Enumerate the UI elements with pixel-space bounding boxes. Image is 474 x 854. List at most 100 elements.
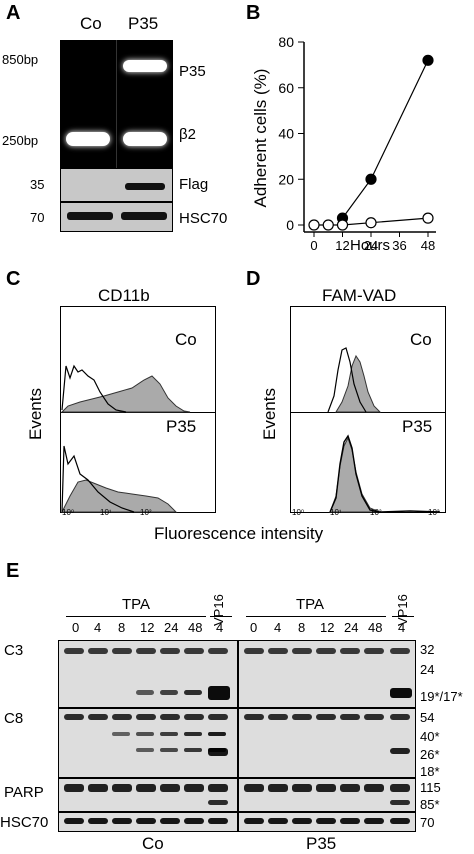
- band-c3-procaspase: [316, 648, 336, 654]
- y-tick-label: 60: [278, 80, 294, 96]
- marker-19-17: 19*/17*: [420, 689, 463, 704]
- panel-d-title: FAM-VAD: [322, 286, 397, 305]
- time-label-p35: 4: [274, 620, 282, 635]
- marker-70: 70: [30, 210, 45, 225]
- chart-xlabel: Hours: [350, 237, 390, 254]
- band-parp-full: [390, 784, 410, 792]
- band-hsc70: [112, 818, 132, 824]
- row-label-c3: C3: [4, 642, 24, 659]
- band-c8-procaspase: [268, 714, 288, 720]
- marker-40: 40*: [420, 729, 440, 744]
- famvad-co-filled-histogram: [335, 354, 382, 413]
- time-label-p35: 8: [298, 620, 306, 635]
- band-c3-procaspase: [292, 648, 312, 654]
- hsc70-blot-a: [60, 202, 173, 232]
- band-c8-procaspase: [292, 714, 312, 720]
- band-c8-procaspase: [340, 714, 360, 720]
- cd11b-p35-control-histogram: [61, 445, 135, 513]
- lane-label-co: Co: [80, 14, 102, 33]
- cd11b-histograms: [60, 306, 216, 513]
- band-flag: [125, 183, 165, 190]
- band-hsc70-co: [67, 212, 113, 220]
- band-parp-full: [316, 784, 336, 792]
- group-label-co: Co: [142, 834, 164, 853]
- cd11b-p35-filled-histogram: [61, 479, 178, 513]
- band-parp-cleaved-vp16-co: [208, 800, 228, 805]
- label-b2: β2: [179, 126, 196, 143]
- band-parp-full: [184, 784, 204, 792]
- series-filled-point: [365, 173, 377, 185]
- x-tick-label: 36: [392, 238, 406, 253]
- panel-c-letter: C: [6, 268, 21, 290]
- time-label-vp16-co: 4: [216, 620, 224, 635]
- blot-parp-p35: [238, 778, 416, 812]
- panel-c-ylabel: Events: [26, 388, 45, 440]
- chart-ylabel: Adherent cells (%): [251, 69, 270, 208]
- band-c3-procaspase: [112, 648, 132, 654]
- band-c3-procaspase: [64, 648, 84, 654]
- famvad-histograms: [290, 306, 446, 513]
- series-open-point: [308, 219, 320, 231]
- marker-32: 32: [420, 642, 435, 657]
- band-hsc70: [390, 818, 410, 824]
- series-filled-line: [342, 60, 429, 219]
- band-hsc70: [64, 818, 84, 824]
- panel-e-letter: E: [6, 560, 20, 582]
- time-label-co: 48: [188, 620, 203, 635]
- label-p35: P35: [179, 63, 206, 80]
- fluorescence-xlabel: Fluorescence intensity: [154, 524, 324, 543]
- band-parp-full: [112, 784, 132, 792]
- tpa-label-co: TPA: [122, 596, 151, 613]
- band-c3-cleaved: [160, 690, 178, 695]
- marker-85: 85*: [420, 797, 440, 812]
- band-c8-cleaved: [160, 732, 178, 736]
- marker-250bp: 250bp: [2, 133, 39, 148]
- band-c8-procaspase: [160, 714, 180, 720]
- marker-18: 18*: [420, 764, 440, 779]
- band-c3-procaspase: [390, 648, 410, 654]
- c-tick-1e1: 10¹: [100, 508, 112, 517]
- lane-label-p35: P35: [128, 14, 159, 33]
- band-c3-procaspase: [208, 648, 228, 654]
- x-tick-label: 48: [421, 238, 435, 253]
- time-label-co: 8: [118, 620, 126, 635]
- panel-b-letter: B: [246, 2, 261, 24]
- time-label-co: 12: [140, 620, 155, 635]
- band-c8-procaspase: [316, 714, 336, 720]
- c-tick-1e0: 10⁰: [62, 508, 75, 517]
- band-c8-cleaved: [208, 732, 226, 736]
- band-c8-procaspase: [64, 714, 84, 720]
- band-c8-procaspase: [208, 714, 228, 720]
- band-c3-vp16-co: [208, 686, 230, 700]
- band-hsc70: [184, 818, 204, 824]
- panel-a-letter: A: [6, 2, 21, 24]
- band-parp-full: [136, 784, 156, 792]
- x-tick-label: 24: [364, 238, 378, 253]
- band-hsc70: [340, 818, 360, 824]
- panel-d-ylabel: Events: [260, 388, 279, 440]
- band-hsc70: [160, 818, 180, 824]
- band-parp-full: [340, 784, 360, 792]
- band-c3-procaspase: [160, 648, 180, 654]
- cd11b-co-control-histogram: [61, 364, 127, 413]
- row-label-c8: C8: [4, 710, 24, 727]
- blot-parp-co: [58, 778, 238, 812]
- adherent-cells-chart: Adherent cells (%) 0 20 40 60 80 0 12 24 36 48 H…: [251, 34, 436, 254]
- y-tick-label: 80: [278, 34, 294, 50]
- band-hsc70: [208, 818, 228, 824]
- band-hsc70: [244, 818, 264, 824]
- band-c8-procaspase: [390, 714, 410, 720]
- time-label-p35: 12: [320, 620, 335, 635]
- vp16-bar-co: [210, 616, 232, 617]
- band-c8-procaspase: [88, 714, 108, 720]
- cd11b-p35-label: P35: [166, 417, 197, 436]
- series-filled-point: [422, 54, 434, 66]
- marker-850bp: 850bp: [2, 52, 39, 67]
- band-c8-procaspase: [184, 714, 204, 720]
- band-hsc70: [268, 818, 288, 824]
- band-c8-vp16-co: [208, 748, 228, 756]
- band-hsc70: [316, 818, 336, 824]
- band-b2-p35: [123, 132, 167, 146]
- band-c3-procaspase: [340, 648, 360, 654]
- band-c8-cleaved: [160, 748, 178, 752]
